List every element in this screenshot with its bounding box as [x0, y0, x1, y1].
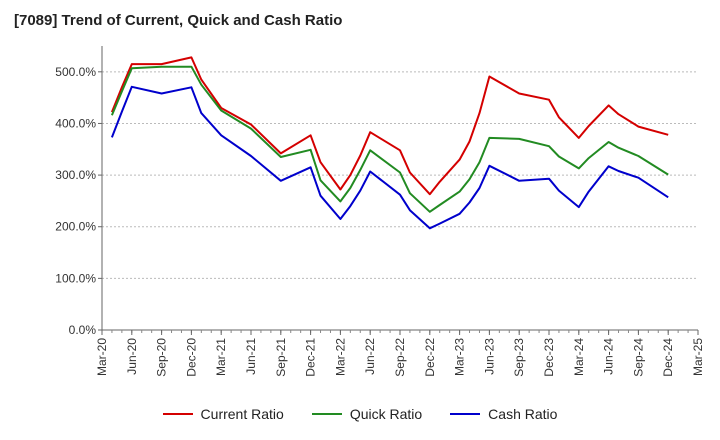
legend-item-quick-ratio: Quick Ratio: [311, 406, 423, 422]
series-line-quick-ratio: [110, 65, 669, 213]
x-tick-label: Mar-24: [572, 338, 586, 376]
legend-swatch-cash-ratio: [450, 413, 481, 415]
x-tick-label: Dec-22: [423, 338, 437, 377]
x-tick-label: Jun-23: [482, 338, 496, 375]
x-tick-label: Sep-22: [393, 338, 407, 377]
x-tick-label: Jun-21: [244, 338, 258, 375]
legend-label-cash-ratio: Cash Ratio: [488, 406, 558, 422]
y-tick-label: 100.0%: [55, 271, 96, 285]
x-tick-label: Dec-20: [184, 338, 198, 377]
x-tick-label: Sep-20: [155, 338, 169, 377]
x-tick-label: Jun-22: [363, 338, 377, 375]
x-tick-label: Sep-21: [274, 338, 288, 377]
x-tick-label: Mar-22: [333, 338, 347, 376]
x-tick-label: Sep-23: [512, 338, 526, 377]
x-tick-label: Mar-20: [95, 338, 109, 376]
legend-swatch-quick-ratio: [311, 413, 342, 415]
y-tick-label: 0.0%: [69, 323, 97, 337]
x-tick-label: Dec-24: [661, 338, 675, 377]
x-tick-label: Mar-25: [691, 338, 705, 376]
x-tick-label: Dec-21: [304, 338, 318, 377]
legend-label-quick-ratio: Quick Ratio: [349, 406, 423, 422]
y-tick-label: 400.0%: [55, 116, 96, 130]
x-tick-label: Dec-23: [542, 338, 556, 377]
series-line-current-ratio: [110, 56, 669, 196]
y-tick-label: 300.0%: [55, 168, 96, 182]
x-tick-label: Jun-24: [602, 338, 616, 375]
x-tick-label: Jun-20: [125, 338, 139, 375]
legend-item-cash-ratio: Cash Ratio: [450, 406, 557, 422]
legend-item-current-ratio: Current Ratio: [162, 406, 284, 422]
y-tick-label: 200.0%: [55, 220, 96, 234]
legend-swatch-current-ratio: [162, 413, 193, 415]
x-tick-label: Mar-21: [214, 338, 228, 376]
series-line-cash-ratio: [110, 85, 669, 230]
y-tick-label: 500.0%: [55, 65, 96, 79]
legend-label-current-ratio: Current Ratio: [200, 406, 284, 422]
x-tick-label: Mar-23: [453, 338, 467, 376]
chart-title: [7089] Trend of Current, Quick and Cash …: [14, 12, 343, 29]
x-tick-label: Sep-24: [631, 338, 645, 377]
chart-legend: Current Ratio Quick Ratio Cash Ratio: [0, 406, 720, 422]
